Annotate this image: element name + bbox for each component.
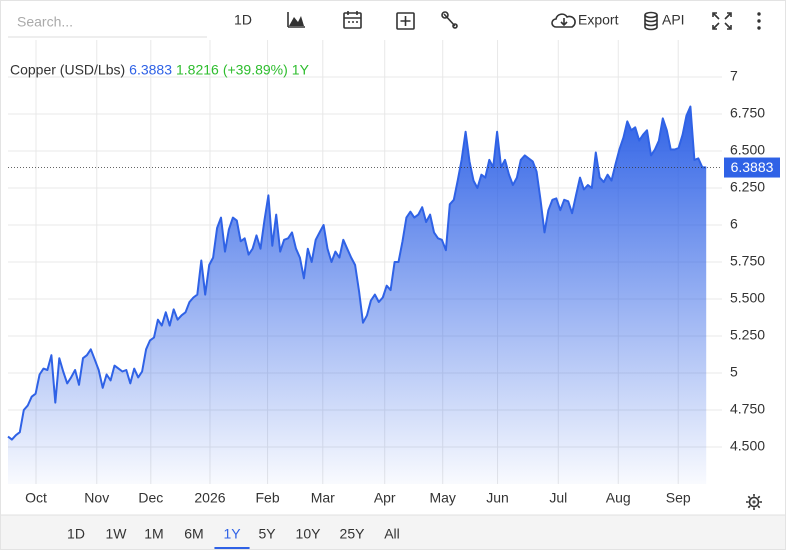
plot-area: 4.500 4.750 5 5.250 5.500 5.750 6 6.250 6.500 6.7…: [7, 40, 780, 506]
x-tick-label: Jun: [486, 490, 509, 506]
add-indicator-icon[interactable]: [396, 12, 415, 30]
range-selector: 1D 1W 1M 6M 1Y 5Y 10Y 25Y All: [67, 526, 400, 549]
range-button[interactable]: 1W: [106, 526, 128, 542]
fullscreen-icon[interactable]: [712, 12, 732, 30]
y-tick-label: 4.500: [730, 438, 765, 454]
y-tick-label: 6: [730, 216, 738, 232]
toolbar: Search... 1D Export: [8, 11, 761, 38]
range-button[interactable]: 25Y: [340, 526, 366, 542]
x-tick-label: Nov: [84, 490, 109, 506]
y-tick-label: 6.250: [730, 179, 765, 195]
last-value-box: [724, 157, 780, 178]
y-tick-label: 5.750: [730, 253, 765, 269]
menu-icon[interactable]: [757, 12, 761, 30]
y-tick-label: 6.500: [730, 142, 765, 158]
range-button[interactable]: 5Y: [258, 526, 276, 542]
y-tick-label: 5.500: [730, 290, 765, 306]
gear-icon[interactable]: [746, 494, 762, 510]
range-bar: [1, 515, 785, 549]
chart-type-icon[interactable]: [286, 11, 306, 29]
x-tick-label: Dec: [138, 490, 163, 506]
price-change: 1.8216: [176, 62, 219, 78]
last-value-label: 6.3883: [731, 159, 774, 175]
range-button[interactable]: 1D: [67, 526, 85, 542]
y-tick-label: 7: [730, 68, 738, 84]
chart-header: Copper (USD/Lbs) 6.3883 1.8216 (+39.89%)…: [10, 62, 310, 78]
y-tick-label: 6.750: [730, 105, 765, 121]
api-button[interactable]: API: [644, 11, 685, 31]
calendar-icon[interactable]: [343, 11, 362, 29]
x-tick-label: May: [429, 490, 455, 506]
x-tick-label: Sep: [666, 490, 691, 506]
period: 1Y: [292, 62, 310, 78]
range-button[interactable]: 6M: [184, 526, 203, 542]
last-price: 6.3883: [129, 62, 172, 78]
x-tick-label: Mar: [311, 490, 335, 506]
x-tick-label: Aug: [606, 490, 631, 506]
price-change-percent: (+39.89%): [223, 62, 288, 78]
interval-button[interactable]: 1D: [234, 12, 252, 28]
price-line: [7, 105, 707, 441]
x-tick-label: Jul: [549, 490, 567, 506]
search-input[interactable]: Search...: [17, 14, 73, 30]
x-tick-label: Apr: [374, 490, 396, 506]
y-tick-label: 5.250: [730, 327, 765, 343]
x-tick-label: Oct: [25, 490, 47, 506]
settings-wrench-icon[interactable]: [441, 11, 458, 29]
range-button[interactable]: 1M: [144, 526, 163, 542]
range-button[interactable]: 1Y: [223, 526, 241, 542]
series-name: Copper (USD/Lbs): [10, 62, 125, 78]
export-label[interactable]: Export: [578, 12, 619, 28]
range-button[interactable]: 10Y: [296, 526, 322, 542]
area-fill: [8, 106, 707, 484]
x-tick-label: Feb: [256, 490, 280, 506]
api-label[interactable]: API: [662, 12, 685, 28]
y-tick-label: 4.750: [730, 401, 765, 417]
x-tick-label: 2026: [194, 490, 225, 506]
y-tick-label: 5: [730, 364, 738, 380]
range-button[interactable]: All: [384, 526, 400, 542]
export-button[interactable]: Export: [551, 12, 619, 28]
